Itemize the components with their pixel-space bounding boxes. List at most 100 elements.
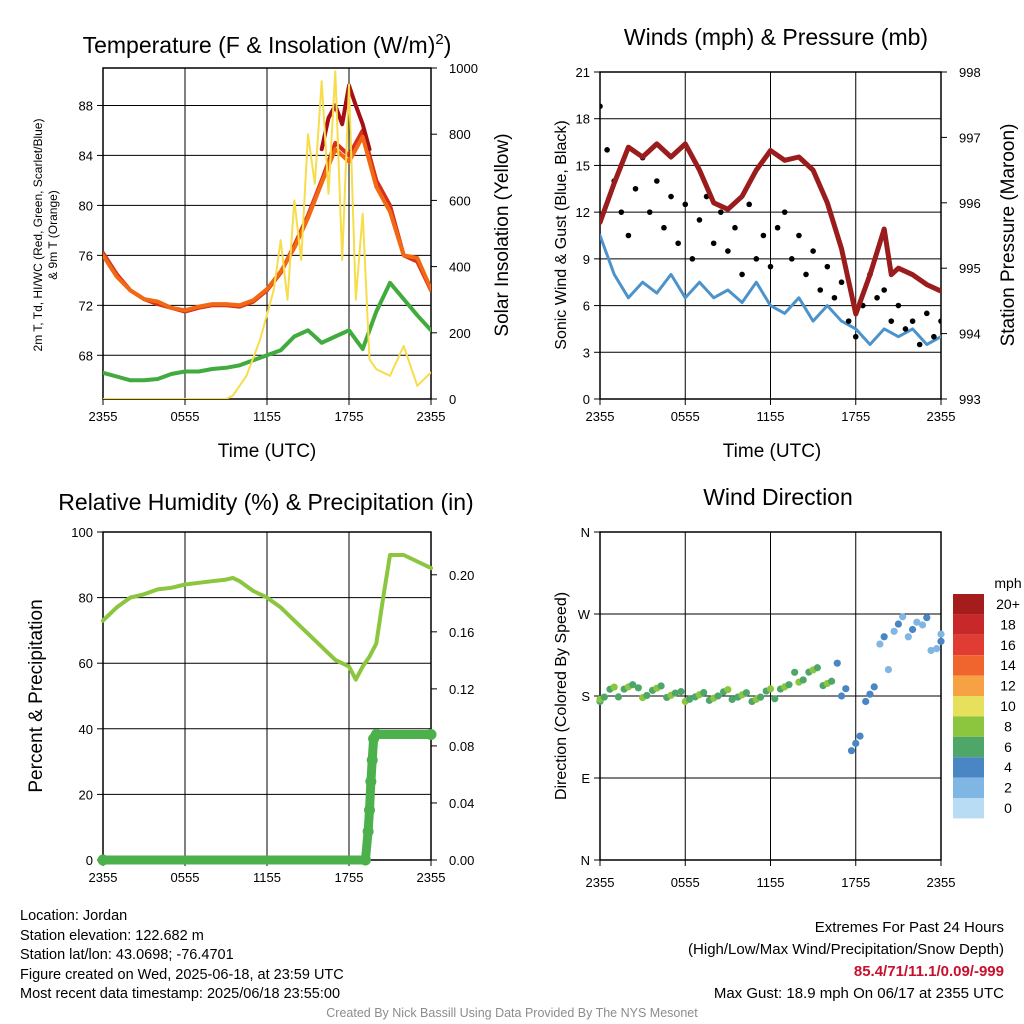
x-tick-label: 2355 [417, 870, 446, 885]
gust-point [789, 256, 795, 262]
legend-label: 14 [1000, 657, 1016, 673]
x-tick-label: 2355 [417, 409, 446, 424]
x-tick-label: 1755 [841, 875, 870, 890]
direction-point [833, 659, 841, 667]
direction-point [771, 695, 779, 703]
gust-point [781, 209, 788, 215]
direction-point [899, 613, 907, 621]
gust-point [717, 209, 724, 215]
gust-point [689, 256, 696, 262]
gust-point [810, 248, 816, 254]
y-tick-label: 12 [576, 205, 590, 220]
direction-point [724, 686, 732, 694]
direction-point [827, 677, 836, 685]
legend-swatch [953, 777, 984, 798]
y-axis-label-left-line2: & 9m T (Orange) [46, 190, 60, 280]
x-tick-label: 2355 [927, 875, 956, 890]
direction-point [884, 665, 893, 674]
legend-swatch [953, 594, 984, 615]
x-tick-label: 2355 [89, 870, 118, 885]
x-axis-label: Time (UTC) [723, 441, 822, 462]
direction-point [866, 690, 874, 698]
y-axis-label-left: Percent & Precipitation [26, 599, 47, 792]
gust-point [661, 224, 667, 231]
gust-point [824, 263, 831, 270]
gust-point [675, 240, 681, 247]
series-hi-wc [319, 83, 372, 152]
legend-swatch [953, 696, 984, 717]
direction-point [610, 683, 618, 691]
y-tick-label-right: 0.16 [449, 625, 474, 640]
precip-point [365, 776, 377, 788]
chart-title: Relative Humidity (%) & Precipitation (i… [58, 489, 473, 515]
y-tick-label-right: 994 [959, 327, 981, 342]
x-tick-label: 1755 [335, 409, 364, 424]
legend-swatch [953, 798, 984, 819]
precip-point [425, 729, 437, 741]
gust-point [600, 103, 603, 110]
y-tick-label: 0 [86, 853, 93, 868]
direction-point [842, 685, 850, 693]
gust-point [725, 248, 731, 254]
extremes-title: Extremes For Past 24 Hours [814, 919, 1004, 936]
gust-point [817, 287, 824, 293]
direction-point [677, 688, 685, 696]
direction-point [714, 692, 722, 700]
direction-point [634, 684, 642, 692]
y-tick-label-right: 998 [959, 65, 981, 80]
gust-point [625, 232, 632, 239]
recent-data-text: Most recent data timestamp: 2025/06/18 2… [20, 986, 341, 1002]
x-tick-label: 2355 [586, 875, 615, 890]
legend-swatch [953, 655, 984, 676]
y-tick-label: 0 [583, 392, 590, 407]
y-tick-label: S [581, 689, 590, 704]
gust-point [604, 147, 610, 153]
y-tick-label: 84 [79, 148, 93, 163]
x-tick-label: 1755 [335, 870, 364, 885]
y-tick-label: N [581, 853, 590, 868]
legend-label: 16 [1000, 637, 1016, 653]
direction-point [847, 747, 856, 755]
y-tick-label-right: 0.12 [449, 682, 474, 697]
y-axis-label-left: 2m T, Td, HI/WC (Red, Green, Scarlet/Blu… [31, 119, 45, 352]
gust-point [881, 287, 887, 293]
y-tick-label: 80 [79, 198, 93, 213]
gust-point [682, 201, 689, 208]
direction-point [700, 688, 708, 697]
legend-label: 12 [1000, 678, 1016, 694]
y-axis-label: Direction (Colored By Speed) [553, 592, 570, 800]
gust-point [831, 294, 838, 301]
legend-label: 2 [1004, 780, 1012, 796]
gust-point [916, 341, 923, 348]
precip-point [370, 729, 382, 741]
direction-point [614, 693, 623, 701]
legend-swatch [953, 716, 984, 737]
legend-label: 10 [1000, 698, 1016, 714]
legend-swatch [953, 757, 984, 778]
y-tick-label-right: 600 [449, 193, 471, 208]
direction-point [937, 637, 945, 645]
y-tick-label: N [581, 525, 590, 540]
direction-point [742, 689, 750, 697]
legend-swatch [953, 634, 984, 656]
gust-point [852, 333, 859, 340]
y-tick-label: 72 [79, 298, 93, 313]
y-tick-label: W [578, 607, 591, 622]
y-tick-label: 3 [583, 345, 590, 360]
direction-point [894, 620, 902, 628]
x-tick-label: 0555 [671, 875, 700, 890]
direction-point [837, 692, 846, 700]
y-tick-label: 76 [79, 248, 93, 263]
y-tick-label: 9 [583, 252, 590, 267]
elevation-text: Station elevation: 122.682 m [20, 927, 204, 944]
direction-point [927, 646, 935, 655]
direction-point [904, 633, 912, 641]
y-tick-label: 18 [576, 112, 590, 127]
panel-1: 2355 0555 1155 1755 235502004006008001000687… [31, 31, 513, 462]
direction-point [799, 676, 807, 684]
x-tick-label: 1155 [253, 870, 281, 885]
gust-point [902, 326, 909, 332]
series-group [600, 103, 941, 348]
direction-point [671, 689, 679, 697]
extremes-values: 85.4/71/11.1/0.09/-999 [853, 963, 1004, 980]
